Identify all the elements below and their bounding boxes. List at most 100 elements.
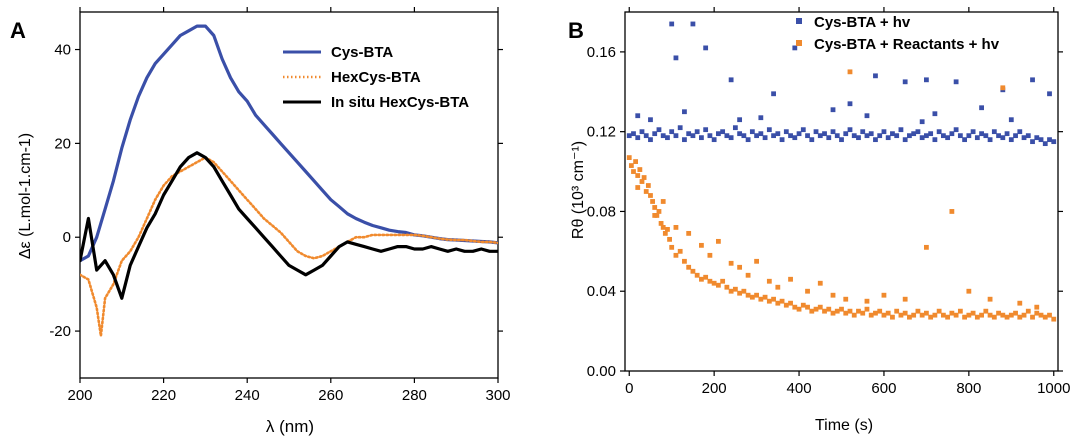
chart-b-series-1-point: [847, 308, 853, 314]
chart-b-series-1-point: [775, 300, 781, 306]
chart-b-series-1-point: [1000, 312, 1006, 318]
chart-b-series-1-point: [720, 278, 726, 284]
chart-b-series-1-point: [817, 280, 823, 286]
chart-b-series-0-point: [1047, 137, 1052, 143]
chart-b-series-0-point: [703, 45, 709, 51]
chart-b-series-1-point: [715, 238, 721, 244]
chart-b-series-0-point: [843, 131, 849, 137]
chart-b-series-1-point: [728, 288, 734, 294]
chart-b-ytick-label: 0.08: [587, 203, 616, 220]
chart-b-series-0-point: [809, 137, 815, 143]
chart-b-series-1-point: [779, 298, 785, 304]
chart-b-series-1-point: [660, 225, 666, 230]
chart-a-xtick-label: 300: [485, 387, 510, 404]
chart-b-series-0-point: [851, 133, 857, 139]
chart-b-series-0-point: [1008, 137, 1014, 143]
chart-b-series-1-point: [648, 193, 653, 198]
chart-b-series-1-point: [864, 306, 870, 312]
chart-b-series-0-point: [673, 133, 679, 139]
chart-b-series-1-point: [987, 312, 993, 318]
chart-b-series-1-point: [822, 308, 827, 314]
chart-b-series-1-point: [682, 258, 687, 264]
chart-b-series-0-point: [822, 131, 827, 137]
chart-b-series-1-point: [847, 69, 853, 75]
chart-b-ylabel: Rθ (10³ cm⁻¹): [570, 141, 587, 239]
chart-b-series-0-point: [979, 131, 984, 137]
chart-b-series-1-point: [662, 230, 668, 236]
chart-b-series-1-point: [686, 264, 692, 270]
chart-b-series-0-point: [699, 135, 704, 141]
chart-b-series-1-point: [860, 310, 866, 316]
chart-b-series-1-point: [1004, 314, 1010, 320]
chart-b-series-0-point: [1017, 129, 1023, 135]
chart-b-series-0-point: [749, 129, 755, 135]
chart-b-xtick-label: 600: [871, 380, 896, 397]
chart-b-series-0-point: [830, 107, 836, 113]
chart-b-series-1-point: [641, 175, 647, 180]
chart-b-series-0-point: [940, 133, 946, 139]
chart-b-series-0-point: [677, 125, 683, 131]
chart-b-series-0-point: [945, 135, 951, 141]
chart-a-ytick-label: 0: [63, 229, 71, 246]
chart-b-series-1-point: [813, 306, 819, 312]
chart-b-series-1-point: [754, 292, 759, 298]
chart-b-series-1-point: [911, 312, 917, 318]
chart-a-series-line-1: [80, 156, 498, 338]
chart-b-legend-label-1: Cys-BTA + Reactants + hv: [814, 36, 1000, 53]
chart-b-series-0-point: [766, 127, 772, 133]
chart-b-series-1-point: [771, 296, 776, 302]
chart-b-xtick-label: 1000: [1037, 380, 1070, 397]
chart-b-series-1-point: [979, 312, 984, 318]
chart-b-series-1-point: [800, 302, 806, 308]
chart-b-series-0-point: [800, 127, 806, 133]
chart-panel-b: 0 200 400 600 800 1000 0.00 0.04 0.08 0.12 0.16 Cys…: [587, 7, 1070, 397]
chart-b-series-0-point: [715, 131, 721, 137]
chart-b-series-0-point: [919, 135, 925, 141]
chart-b-legend-swatch-0: [796, 18, 802, 24]
chart-b-series-1-point: [877, 308, 883, 314]
chart-b-series-0-point: [711, 137, 717, 143]
chart-a-ytick-label: -20: [49, 323, 71, 340]
chart-a-legend-label-1: HexCys-BTA: [331, 69, 421, 86]
panel-b-label: B: [568, 18, 584, 43]
chart-b-series-0-point: [868, 131, 874, 137]
chart-b-series-0-point: [771, 91, 776, 97]
chart-b-series-1-point: [637, 167, 643, 172]
chart-b-series-0-point: [830, 129, 836, 135]
chart-b-xtick-label: 0: [625, 380, 633, 397]
chart-b-series-1-point: [953, 312, 959, 318]
chart-b-series-1-point: [788, 276, 793, 282]
chart-b-series-1-point: [817, 304, 823, 310]
chart-b-series-1-point: [626, 155, 632, 160]
chart-b-series-1-point: [830, 310, 836, 316]
chart-b-series-1-point: [945, 314, 951, 320]
chart-b-xtick-label: 400: [787, 380, 812, 397]
chart-b-series-0-point: [745, 137, 751, 143]
chart-b-series-1-point: [1025, 308, 1031, 314]
chart-b-series-0-point: [682, 109, 687, 115]
chart-b-series-1-point: [907, 314, 912, 320]
chart-b-series-1-point: [699, 276, 704, 282]
chart-b-series-1-point: [881, 312, 887, 318]
chart-b-series-0-point: [1034, 135, 1040, 141]
chart-b-series-1-point: [1042, 314, 1048, 320]
chart-b-series-0-point: [902, 137, 908, 143]
chart-b-series-1-point: [792, 304, 798, 310]
chart-b-series-1-point: [628, 163, 634, 168]
chart-b-series-1-point: [949, 310, 955, 316]
chart-b-series-1-point: [686, 230, 692, 236]
chart-b-series-1-point: [1051, 316, 1057, 322]
chart-b-xtick-label: 200: [702, 380, 727, 397]
chart-b-series-1-point: [856, 308, 861, 314]
chart-b-series-0-point: [924, 133, 929, 139]
chart-a-xtick-label: 280: [402, 387, 427, 404]
chart-b-series-0-point: [737, 131, 743, 137]
chart-b-series-1-point: [873, 310, 878, 316]
chart-b-series-1-point: [805, 288, 810, 294]
chart-b-ytick-label: 0.12: [587, 124, 616, 141]
chart-a-xtick-label: 200: [67, 387, 92, 404]
chart-b-series-0-point: [860, 129, 866, 135]
chart-b-series-1-point: [924, 244, 929, 250]
chart-b-series-1-point: [991, 314, 997, 320]
